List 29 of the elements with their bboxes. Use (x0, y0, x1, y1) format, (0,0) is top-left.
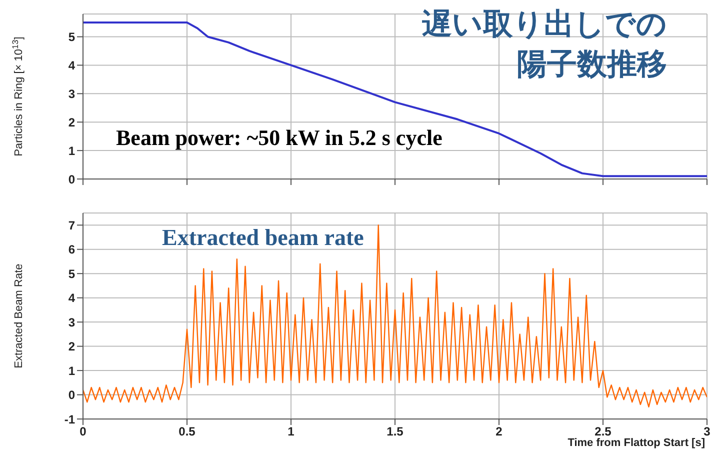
y-tick-label: -1 (64, 412, 76, 426)
annotation: Extracted beam rate (162, 225, 364, 250)
annotation: 遅い取り出しでの (422, 7, 667, 42)
y-tick-label: 1 (68, 364, 76, 378)
y-tick-label: 7 (68, 218, 76, 232)
x-axis-title: Time from Flattop Start [s] (568, 437, 706, 449)
y-tick-label: 0 (68, 172, 76, 186)
x-tick-label: 3 (704, 424, 711, 439)
x-tick-label: 1 (288, 424, 295, 439)
x-tick-label: 1.5 (386, 424, 404, 439)
x-tick-label: 0.5 (178, 424, 196, 439)
y-tick-label: 3 (68, 315, 76, 330)
y-tick-label: 1 (68, 144, 76, 158)
y-tick-label: 0 (68, 388, 76, 402)
x-tick-label: 2.5 (594, 424, 612, 439)
annotation: 陽子数推移 (517, 47, 667, 82)
y-tick-label: 2 (68, 340, 76, 354)
y-tick-label: 4 (68, 291, 76, 306)
y-tick-label: 5 (68, 30, 76, 44)
y-tick-label: 6 (68, 242, 76, 257)
y-tick-label: 4 (68, 58, 76, 72)
line-series (83, 224, 707, 408)
annotation: Beam power: ~50 kW in 5.2 s cycle (116, 125, 442, 150)
y-axis-title: Extracted Beam Rate (13, 264, 25, 368)
y-tick-label: 5 (68, 266, 76, 281)
y-tick-label: 3 (68, 86, 76, 101)
x-tick-label: 2 (496, 424, 503, 439)
x-tick-label: 0 (80, 424, 87, 439)
y-tick-label: 2 (68, 115, 76, 130)
